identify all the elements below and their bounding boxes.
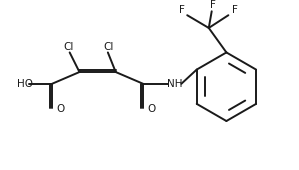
Text: F: F bbox=[179, 5, 185, 15]
Text: HO: HO bbox=[17, 79, 33, 89]
Text: Cl: Cl bbox=[104, 41, 114, 52]
Text: NH: NH bbox=[167, 79, 182, 89]
Text: O: O bbox=[56, 104, 64, 114]
Text: O: O bbox=[147, 104, 155, 114]
Text: Cl: Cl bbox=[63, 41, 74, 52]
Text: F: F bbox=[210, 0, 216, 10]
Text: F: F bbox=[232, 5, 238, 15]
